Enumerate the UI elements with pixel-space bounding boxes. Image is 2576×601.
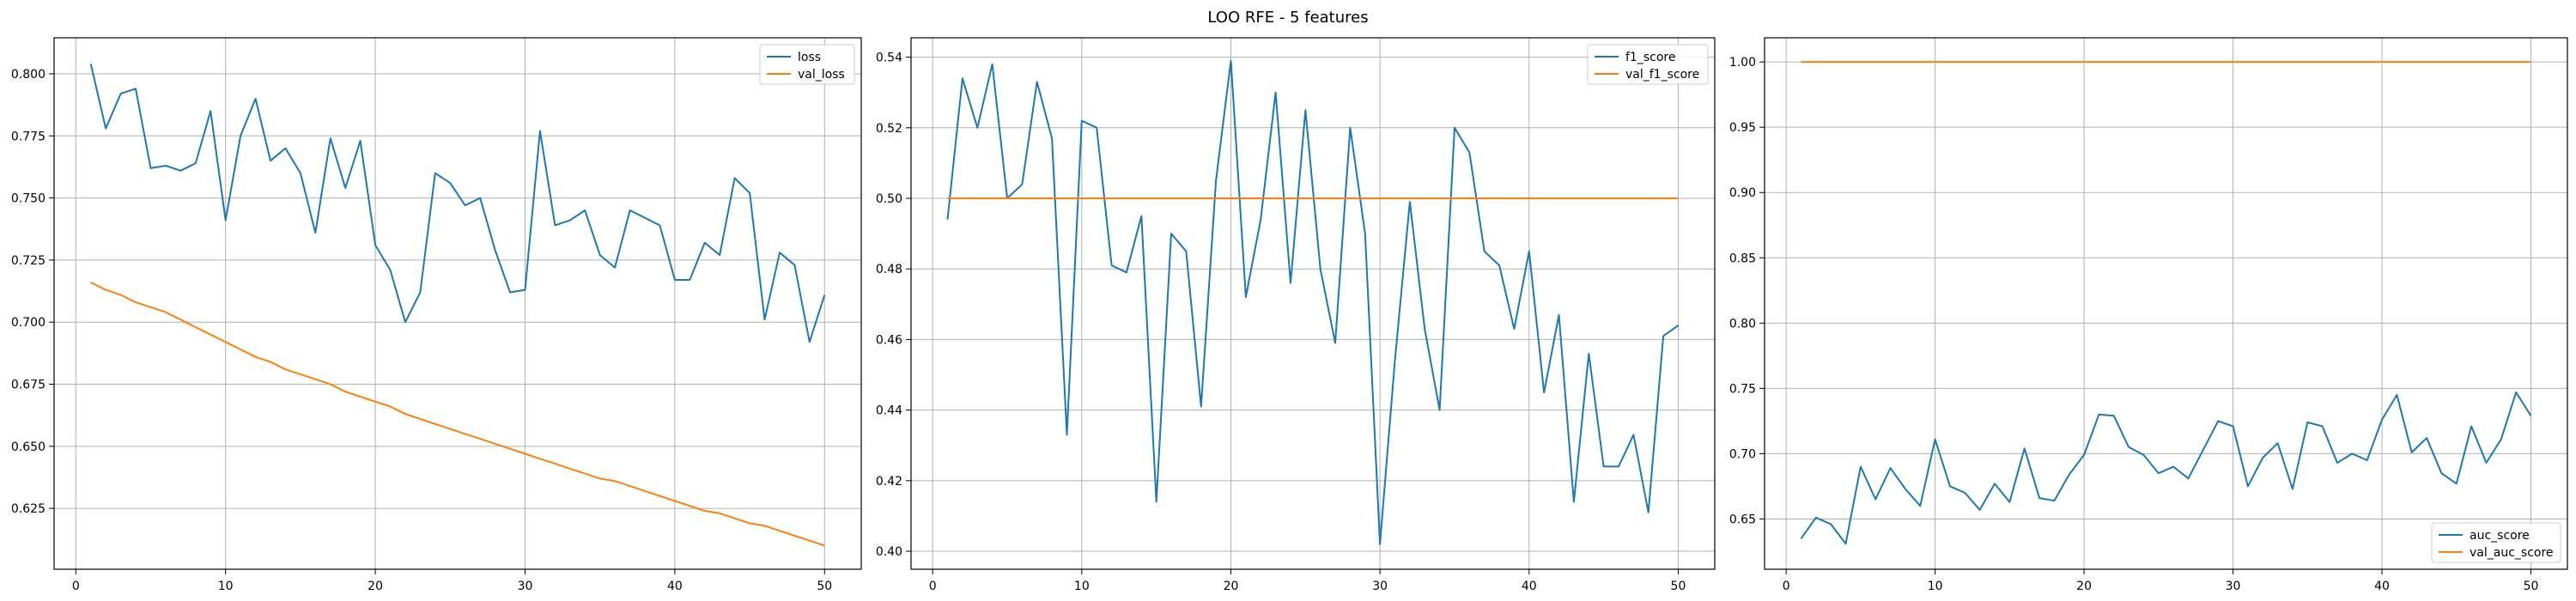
y-tick-label: 0.650	[11, 440, 46, 454]
y-tick-label: 0.50	[876, 192, 902, 206]
x-tick-label: 20	[368, 580, 383, 593]
x-tick-label: 20	[1224, 580, 1239, 593]
x-tick-label: 30	[518, 580, 533, 593]
chart-panel-2: 0 10 20 30 40 50 0.40 0.42 0.44 0.46 0.48 0.50 0.52 0…	[876, 37, 1716, 593]
y-tick-label: 0.80	[1729, 317, 1756, 331]
legend: f1_score val_f1_score	[1587, 44, 1709, 85]
y-tick-label: 0.44	[876, 404, 902, 418]
y-tick-label: 0.90	[1729, 186, 1756, 200]
x-tick-label: 50	[1671, 580, 1686, 593]
axes-frame	[910, 37, 1716, 570]
y-tick-label: 0.46	[876, 333, 902, 347]
y-tick-label: 0.625	[11, 502, 46, 516]
y-tick-label: 0.800	[11, 68, 46, 82]
y-tick-label: 0.85	[1729, 252, 1756, 265]
axes-frame	[53, 37, 862, 570]
y-tick-label: 0.40	[876, 545, 902, 559]
x-tick-label: 0	[1783, 580, 1790, 593]
x-tick-label: 0	[72, 580, 80, 593]
y-tick-label: 0.700	[11, 316, 46, 330]
x-tick-label: 40	[2374, 580, 2390, 593]
chart-panel-3: 0 10 20 30 40 50 0.65 0.70 0.75 0.80 0.85 0.90 0.95 1…	[1729, 37, 2568, 593]
chart-panel-1: 0 10 20 30 40 50 0.625 0.650 0.675 0.700 0.725 0.75…	[11, 37, 862, 593]
legend-label-val_auc_score: val_auc_score	[2470, 546, 2554, 560]
y-tick-label: 1.00	[1729, 56, 1756, 70]
x-tick-label: 30	[2226, 580, 2241, 593]
legend: auc_score val_auc_score	[2431, 522, 2561, 563]
y-tick-label: 0.725	[11, 254, 46, 268]
legend-label-val_loss: val_loss	[798, 68, 845, 82]
x-tick-label: 30	[1372, 580, 1388, 593]
y-tick-label: 0.54	[876, 52, 902, 65]
y-tick-label: 0.675	[11, 379, 46, 392]
y-tick-label: 0.52	[876, 122, 902, 136]
x-tick-label: 50	[817, 580, 832, 593]
series-line-loss	[89, 64, 826, 343]
series-line-auc_score	[1800, 391, 2532, 545]
series-line-val_loss	[90, 282, 825, 547]
x-tick-label: 10	[218, 580, 234, 593]
y-tick-label: 0.70	[1729, 447, 1756, 461]
y-tick-label: 0.750	[11, 192, 46, 206]
x-tick-label: 40	[667, 580, 683, 593]
y-tick-label: 0.775	[11, 130, 46, 143]
y-tick-label: 0.42	[876, 475, 902, 489]
x-tick-label: 0	[929, 580, 937, 593]
x-tick-label: 40	[1522, 580, 1537, 593]
legend-label-auc_score: auc_score	[2470, 529, 2530, 543]
axes-frame	[1764, 37, 2568, 570]
x-tick-label: 10	[1928, 580, 1943, 593]
x-tick-label: 50	[2524, 580, 2539, 593]
y-tick-label: 0.65	[1729, 513, 1756, 526]
legend-label-f1_score: f1_score	[1625, 51, 1675, 64]
series-line-f1_score	[946, 59, 1680, 545]
y-tick-label: 0.48	[876, 263, 902, 276]
legend-label-loss: loss	[798, 51, 821, 64]
x-tick-label: 20	[2076, 580, 2092, 593]
legend-box	[2431, 522, 2561, 563]
legend: loss val_loss	[759, 44, 855, 85]
figure-title: LOO RFE - 5 features	[1207, 9, 1369, 27]
y-tick-label: 0.75	[1729, 382, 1756, 396]
y-tick-label: 0.95	[1729, 121, 1756, 135]
legend-label-val_f1_score: val_f1_score	[1625, 68, 1699, 82]
x-tick-label: 10	[1074, 580, 1090, 593]
